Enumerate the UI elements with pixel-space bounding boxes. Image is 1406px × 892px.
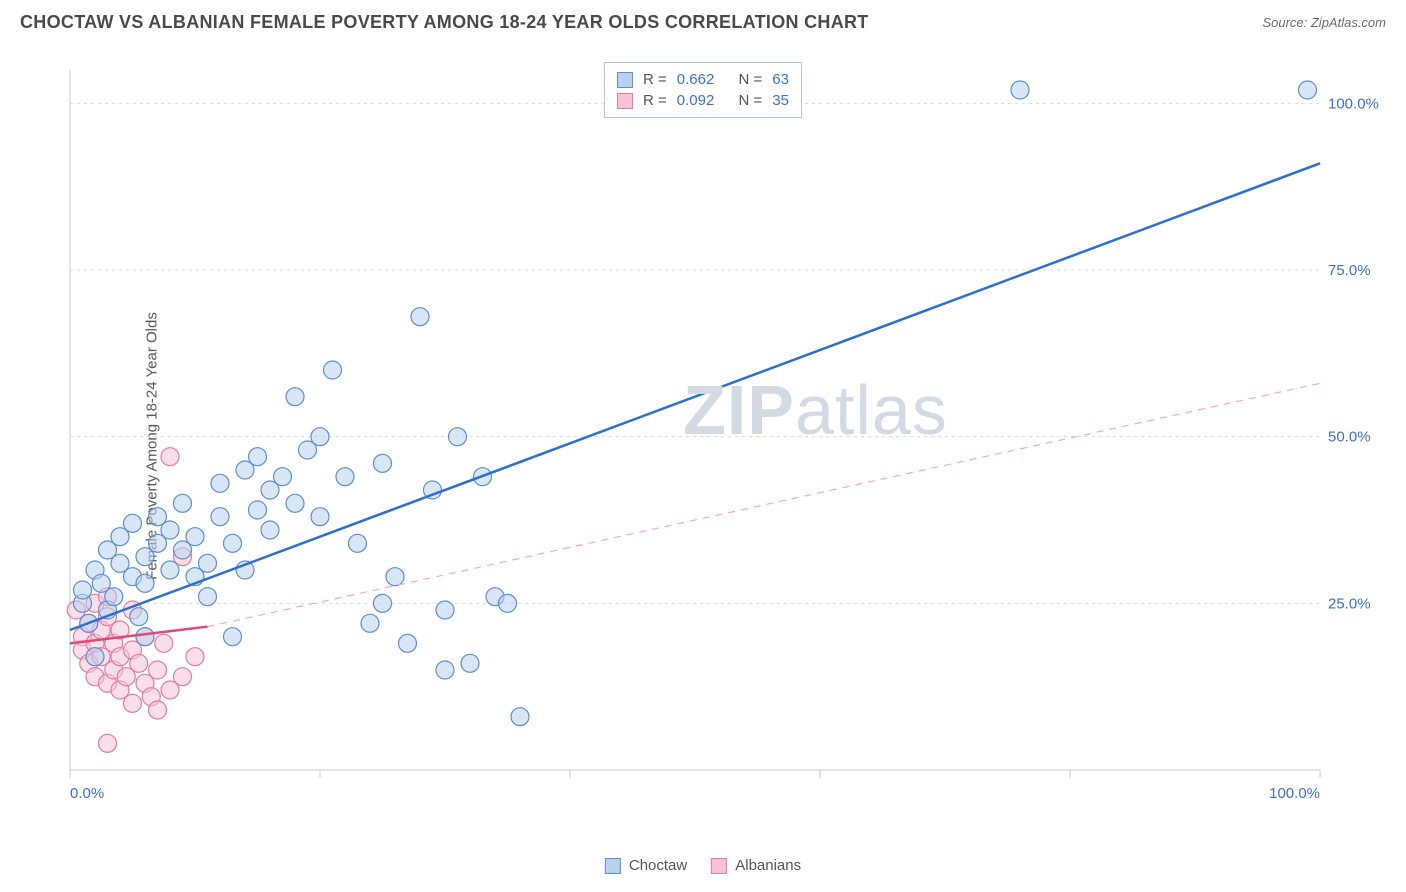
n-label: N = <box>739 92 763 109</box>
source-attribution: Source: ZipAtlas.com <box>1262 15 1386 30</box>
svg-text:100.0%: 100.0% <box>1328 95 1379 112</box>
stats-row-albanians: R = 0.092 N = 35 <box>617 90 789 111</box>
n-value-choctaw: 63 <box>772 71 789 88</box>
swatch-choctaw <box>617 72 633 88</box>
r-label: R = <box>643 71 667 88</box>
svg-text:75.0%: 75.0% <box>1328 262 1371 279</box>
n-value-albanians: 35 <box>772 92 789 109</box>
svg-text:50.0%: 50.0% <box>1328 429 1371 446</box>
chart-svg: 25.0% 50.0% 75.0% 100.0% 0.0% 100.0% <box>60 60 1390 820</box>
scatter-chart: 25.0% 50.0% 75.0% 100.0% 0.0% 100.0% <box>60 60 1390 820</box>
stats-legend-box: R = 0.662 N = 63 R = 0.092 N = 35 <box>604 62 802 118</box>
r-label: R = <box>643 92 667 109</box>
series-legend: Choctaw Albanians <box>605 857 801 874</box>
chart-title: CHOCTAW VS ALBANIAN FEMALE POVERTY AMONG… <box>20 12 869 33</box>
source-name: ZipAtlas.com <box>1311 15 1386 30</box>
r-value-choctaw: 0.662 <box>677 71 715 88</box>
n-label: N = <box>739 71 763 88</box>
swatch-albanians <box>711 858 727 874</box>
svg-text:25.0%: 25.0% <box>1328 595 1371 612</box>
svg-text:0.0%: 0.0% <box>70 785 104 802</box>
r-value-albanians: 0.092 <box>677 92 715 109</box>
svg-text:100.0%: 100.0% <box>1269 785 1320 802</box>
legend-label-albanians: Albanians <box>735 857 801 874</box>
legend-item-choctaw: Choctaw <box>605 857 687 874</box>
legend-label-choctaw: Choctaw <box>629 857 687 874</box>
swatch-choctaw <box>605 858 621 874</box>
swatch-albanians <box>617 93 633 109</box>
stats-row-choctaw: R = 0.662 N = 63 <box>617 69 789 90</box>
legend-item-albanians: Albanians <box>711 857 801 874</box>
source-prefix: Source: <box>1262 15 1310 30</box>
